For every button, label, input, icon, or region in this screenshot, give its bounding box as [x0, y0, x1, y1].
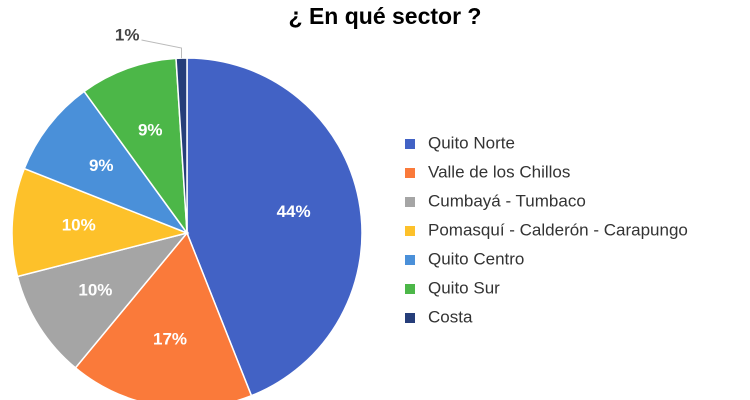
legend-label: Cumbayá - Tumbaco — [428, 191, 586, 210]
pie-slice — [11, 167, 190, 278]
legend-label: Pomasquí - Calderón - Carapungo — [428, 220, 688, 239]
pie-slice — [83, 57, 188, 236]
legend-label: Quito Centro — [428, 249, 524, 268]
legend-swatch — [405, 139, 415, 149]
pie-slice — [74, 231, 253, 400]
pie-slice — [16, 231, 190, 369]
pie-slice — [23, 90, 190, 235]
data-label: 10% — [78, 281, 112, 300]
data-label: 17% — [153, 330, 187, 349]
data-label: 1% — [115, 25, 140, 44]
legend-label: Quito Sur — [428, 278, 500, 297]
data-label: 44% — [277, 202, 311, 221]
legend-label: Quito Norte — [428, 133, 515, 152]
legend-swatch — [405, 255, 415, 265]
legend-swatch — [405, 284, 415, 294]
data-label: 9% — [89, 156, 114, 175]
pie-slice — [186, 57, 363, 397]
data-label: 9% — [138, 120, 163, 139]
legend-label: Valle de los Chillos — [428, 162, 570, 181]
chart-title: ¿ En qué sector ? — [289, 3, 482, 29]
legend-swatch — [405, 197, 415, 207]
leader-line — [141, 39, 183, 59]
legend-swatch — [405, 168, 415, 178]
legend-swatch — [405, 226, 415, 236]
legend-label: Costa — [428, 307, 473, 326]
data-label: 10% — [62, 216, 96, 235]
legend-swatch — [405, 313, 415, 323]
